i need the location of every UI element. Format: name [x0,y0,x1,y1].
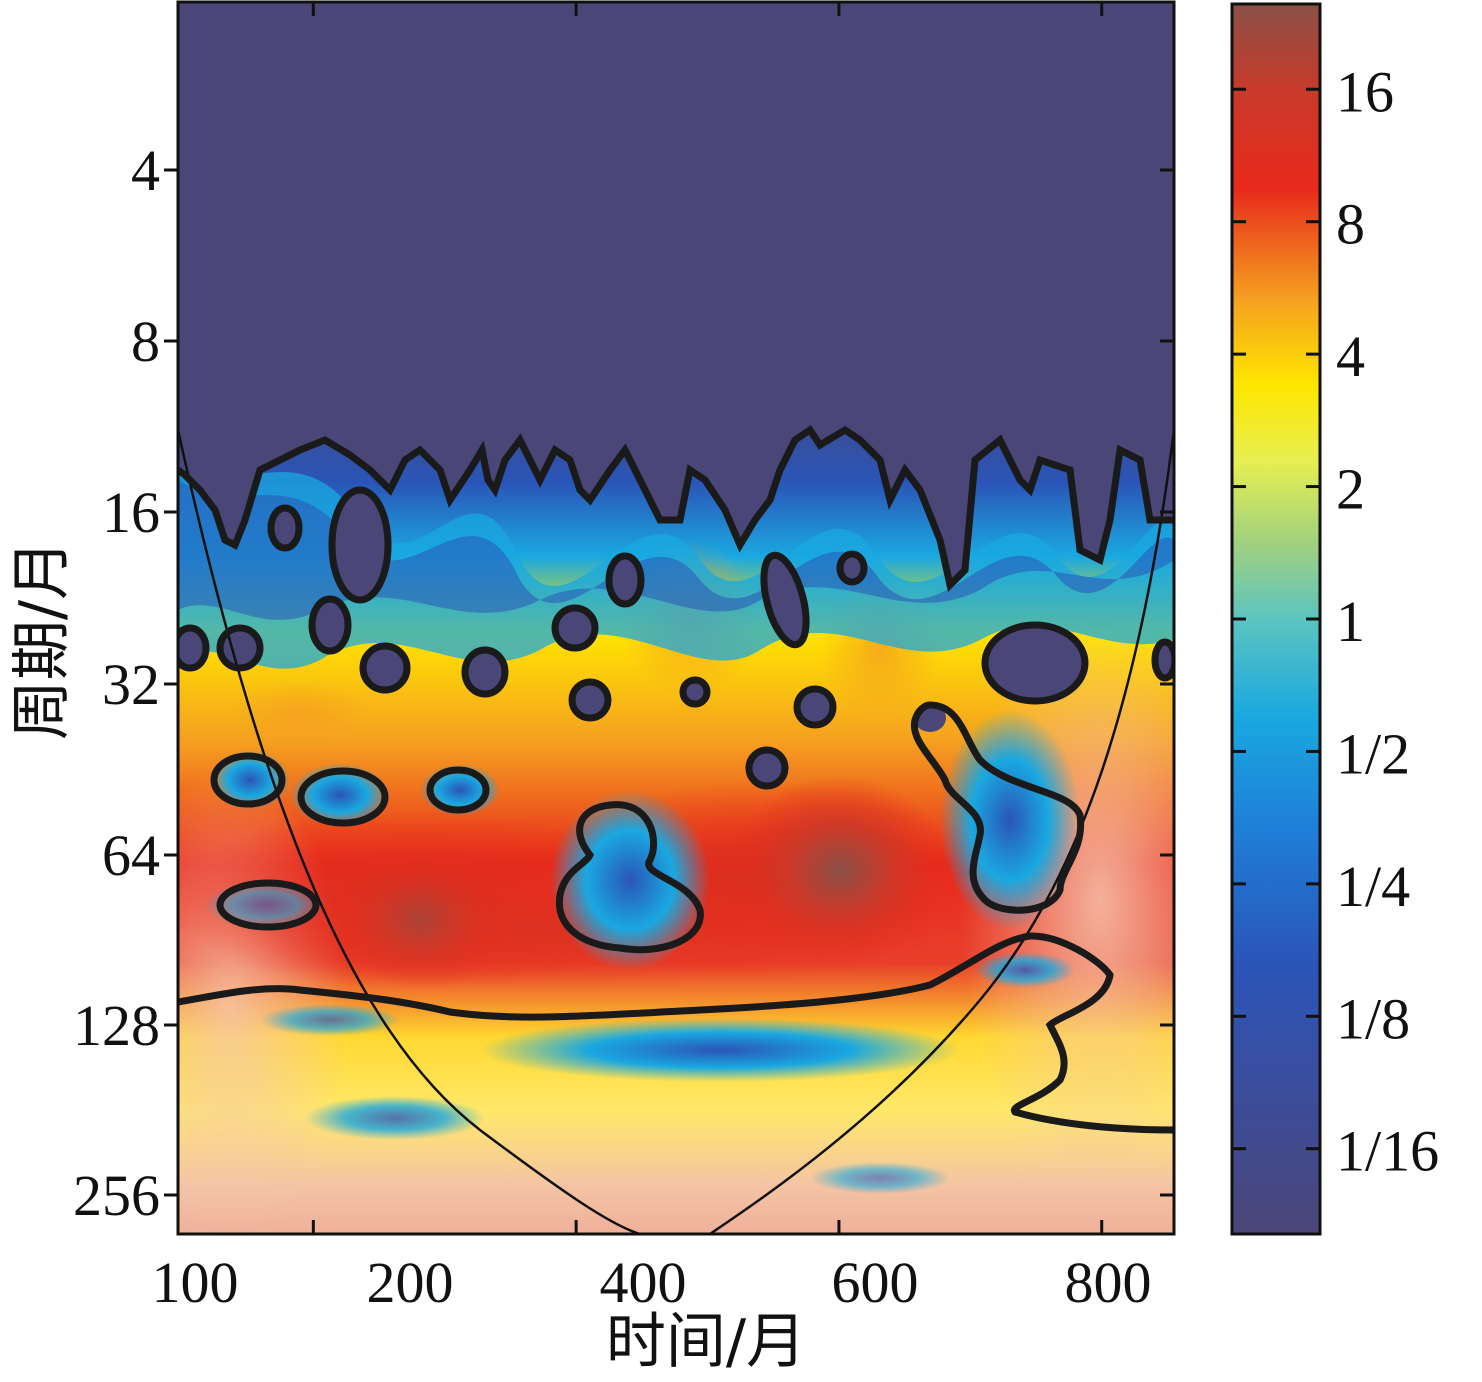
x-tick-label: 800 [1065,1250,1152,1315]
y-tick-label: 4 [131,138,160,203]
significance-contours [178,425,1174,1134]
colorbar-tick-label: 1 [1336,589,1365,654]
y-tick-label: 128 [73,993,160,1058]
colorbar-tick-label: 8 [1336,192,1365,257]
y-tick-label: 16 [102,480,160,545]
x-tick-label: 600 [832,1250,919,1315]
y-tick-label: 64 [102,823,160,888]
x-axis: 100 200 400 600 800 [152,2,1152,1315]
colorbar-tick-label: 2 [1336,457,1365,522]
y-axis-title: 周期/月 [7,540,77,740]
y-tick-label: 32 [102,652,160,717]
wavelet-power-heatmap [178,2,1174,1234]
plot-frame [176,0,1176,1236]
colorbar-tick-label: 1/8 [1336,986,1410,1051]
colorbar: 1/16 1/8 1/4 1/2 1 2 4 8 16 [1230,2,1439,1236]
colorbar-tick-label: 1/16 [1336,1119,1439,1184]
y-axis: 4 8 16 32 64 128 256 [73,138,1174,1228]
colorbar-ticks: 1/16 1/8 1/4 1/2 1 2 4 8 16 [1232,59,1439,1184]
x-axis-title: 时间/月 [606,1307,806,1377]
x-tick-label: 100 [152,1250,239,1315]
colorbar-tick-label: 4 [1336,324,1365,389]
y-tick-label: 8 [131,309,160,374]
colorbar-tick-label: 1/4 [1336,854,1410,919]
colorbar-tick-label: 1/2 [1336,721,1410,786]
x-tick-label: 200 [367,1250,454,1315]
x-tick-label: 400 [600,1250,687,1315]
y-tick-label: 256 [73,1163,160,1228]
colorbar-tick-label: 16 [1336,59,1394,124]
